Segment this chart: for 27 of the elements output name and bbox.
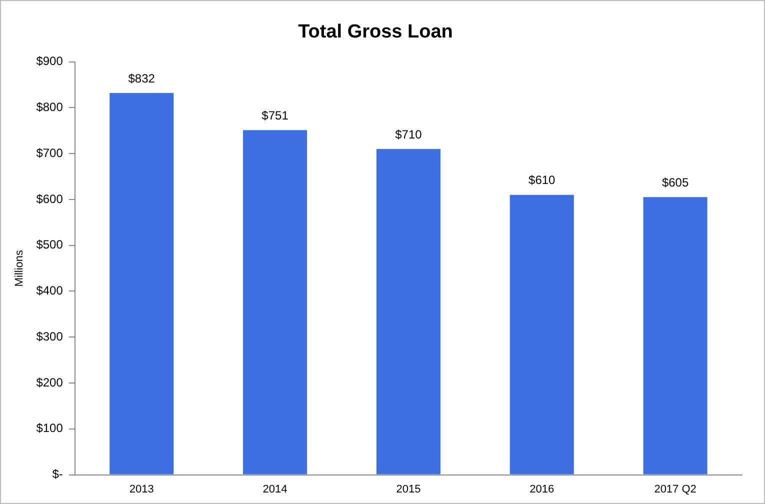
bar bbox=[110, 93, 174, 474]
data-label: $610 bbox=[528, 173, 556, 188]
x-tick-label: 2015 bbox=[396, 483, 421, 496]
x-tick-label: 2016 bbox=[530, 483, 554, 496]
y-tick-label: $400 bbox=[36, 284, 64, 298]
x-tick-label: 2013 bbox=[129, 483, 154, 496]
x-tick-label: 2017 Q2 bbox=[654, 483, 696, 496]
data-label: $710 bbox=[395, 127, 422, 142]
y-tick-label: $700 bbox=[36, 146, 64, 160]
bar bbox=[510, 194, 574, 474]
y-tick-label: $100 bbox=[36, 421, 64, 436]
data-label: $751 bbox=[262, 108, 289, 122]
y-tick-label: $- bbox=[52, 467, 63, 482]
y-tick-label: $500 bbox=[36, 238, 64, 252]
data-label: $832 bbox=[128, 71, 156, 86]
y-axis-title: Millions bbox=[14, 249, 26, 287]
bar bbox=[376, 148, 440, 474]
y-tick-label: $200 bbox=[36, 375, 64, 390]
y-tick-label: $900 bbox=[36, 54, 64, 68]
chart-title: Total Gross Loan bbox=[298, 22, 453, 43]
bar bbox=[243, 130, 308, 474]
bar bbox=[643, 197, 708, 474]
x-tick-label: 2014 bbox=[262, 483, 288, 496]
y-tick-label: $800 bbox=[36, 100, 64, 114]
y-tick-label: $600 bbox=[36, 192, 64, 206]
data-label: $605 bbox=[662, 175, 689, 190]
y-tick-label: $300 bbox=[36, 329, 64, 344]
